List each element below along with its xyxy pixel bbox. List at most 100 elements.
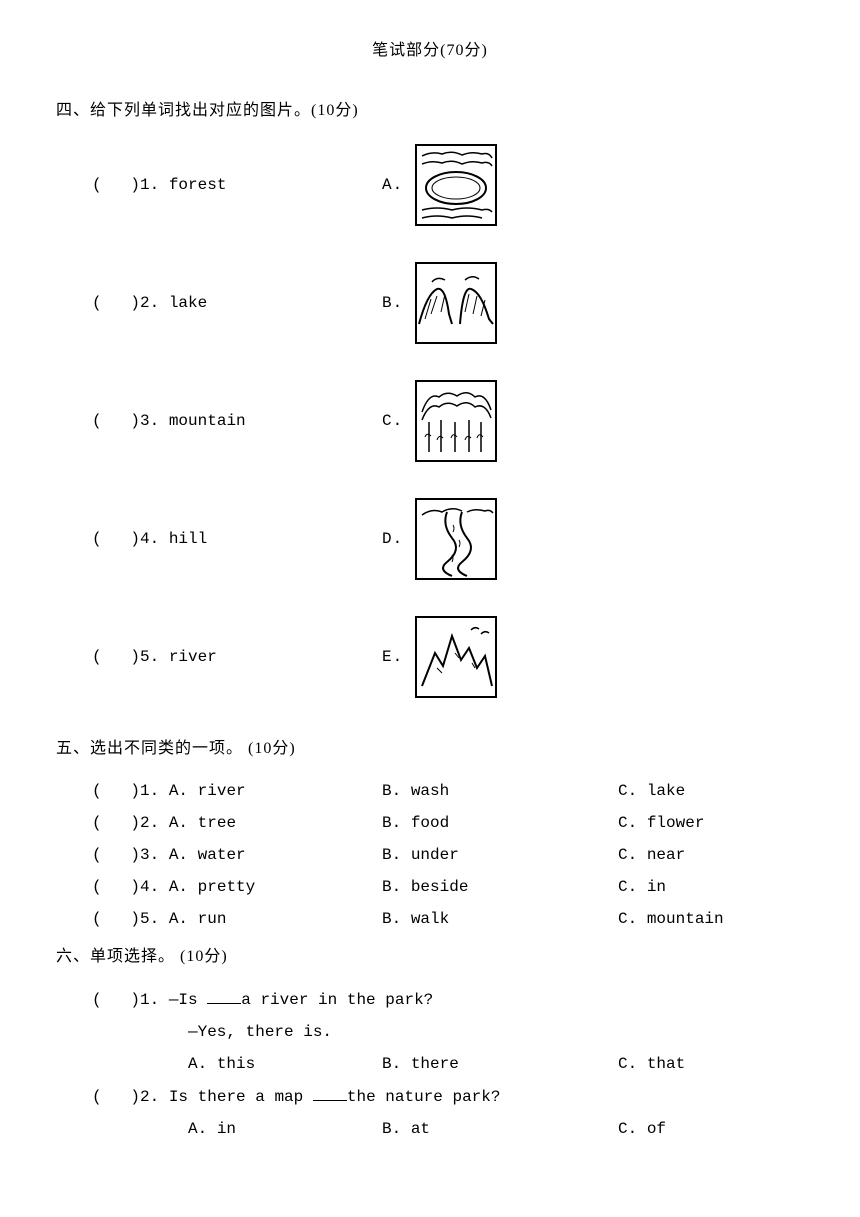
- item-number: 5: [140, 648, 150, 666]
- mc-item: ( )1. A. river: [92, 782, 382, 800]
- match-row: ( )3. mountain C.: [56, 380, 804, 462]
- mc-item: ( )2. A. tree: [92, 814, 382, 832]
- match-word: ( )3. mountain: [92, 412, 382, 430]
- option-b-col: B. there: [382, 1055, 618, 1073]
- option-b: food: [411, 814, 449, 832]
- option-c-col: C. that: [618, 1055, 778, 1073]
- option-b-col: B. food: [382, 814, 618, 832]
- item-number: 2: [140, 814, 150, 832]
- option-c: in: [647, 878, 666, 896]
- mc-item: ( )5. A. run: [92, 910, 382, 928]
- q-after: a river in the park?: [241, 991, 433, 1009]
- option-a: water: [198, 846, 246, 864]
- match-letter: D.: [382, 530, 403, 548]
- item-number: 4: [140, 530, 150, 548]
- fill-blank: [207, 990, 241, 1004]
- option-a: tree: [198, 814, 236, 832]
- option-a: this: [217, 1055, 255, 1073]
- match-word: ( )1. forest: [92, 176, 382, 194]
- q-before: —Is: [169, 991, 207, 1009]
- option-c: that: [647, 1055, 685, 1073]
- option-b: at: [411, 1120, 430, 1138]
- mc-row: ( )1. A. river B. wash C. lake: [56, 782, 804, 800]
- section6-header: 六、单项选择。 (10分): [56, 942, 804, 966]
- match-word: ( )4. hill: [92, 530, 382, 548]
- option-b-col: B. wash: [382, 782, 618, 800]
- option-a-col: A. this: [188, 1055, 382, 1073]
- option-b-col: B. walk: [382, 910, 618, 928]
- option-b-col: B. beside: [382, 878, 618, 896]
- option-b: beside: [411, 878, 469, 896]
- option-c-col: C. lake: [618, 782, 778, 800]
- option-a-col: A. in: [188, 1120, 382, 1138]
- letter-text: C: [382, 412, 393, 430]
- option-b-col: B. at: [382, 1120, 618, 1138]
- item-number: 3: [140, 846, 150, 864]
- q-after: the nature park?: [347, 1088, 501, 1106]
- match-row: ( )1. forest A.: [56, 144, 804, 226]
- option-b: walk: [411, 910, 449, 928]
- q6-options: A. this B. there C. that: [56, 1055, 804, 1073]
- lake-image: [415, 144, 497, 226]
- option-c-col: C. near: [618, 846, 778, 864]
- option-a: pretty: [198, 878, 256, 896]
- item-number: 3: [140, 412, 150, 430]
- option-c-col: C. flower: [618, 814, 778, 832]
- hill-image: [415, 262, 497, 344]
- option-c: of: [647, 1120, 666, 1138]
- option-a: river: [198, 782, 246, 800]
- item-number: 5: [140, 910, 150, 928]
- river-image: [415, 498, 497, 580]
- item-number: 2: [140, 294, 150, 312]
- word-text: forest: [169, 176, 227, 194]
- option-a: run: [198, 910, 227, 928]
- mc-row: ( )4. A. pretty B. beside C. in: [56, 878, 804, 896]
- section4-header: 四、给下列单词找出对应的图片。(10分): [56, 96, 804, 120]
- q6-options: A. in B. at C. of: [56, 1120, 804, 1138]
- word-text: lake: [169, 294, 207, 312]
- word-text: mountain: [169, 412, 246, 430]
- mc-row: ( )3. A. water B. under C. near: [56, 846, 804, 864]
- mc-row: ( )2. A. tree B. food C. flower: [56, 814, 804, 832]
- q6-question: ( )1. —Is a river in the park?: [56, 990, 804, 1009]
- match-row: ( )2. lake B.: [56, 262, 804, 344]
- match-row: ( )4. hill D.: [56, 498, 804, 580]
- option-c-col: C. mountain: [618, 910, 778, 928]
- letter-text: E: [382, 648, 393, 666]
- option-b: under: [411, 846, 459, 864]
- match-letter: A.: [382, 176, 403, 194]
- item-number: 1: [140, 176, 150, 194]
- mc-item: ( )4. A. pretty: [92, 878, 382, 896]
- option-c: mountain: [647, 910, 724, 928]
- match-letter: C.: [382, 412, 403, 430]
- option-c-col: C. of: [618, 1120, 778, 1138]
- page-title: 笔试部分(70分): [56, 36, 804, 60]
- q6-subline: —Yes, there is.: [56, 1023, 804, 1041]
- option-c: flower: [647, 814, 705, 832]
- option-b-col: B. under: [382, 846, 618, 864]
- q6-question: ( )2. Is there a map the nature park?: [56, 1087, 804, 1106]
- match-letter: E.: [382, 648, 403, 666]
- word-text: river: [169, 648, 217, 666]
- match-letter: B.: [382, 294, 403, 312]
- item-number: 1: [140, 991, 150, 1009]
- word-text: hill: [169, 530, 207, 548]
- mc-row: ( )5. A. run B. walk C. mountain: [56, 910, 804, 928]
- match-row: ( )5. river E.: [56, 616, 804, 698]
- mountain-image: [415, 616, 497, 698]
- forest-image: [415, 380, 497, 462]
- fill-blank: [313, 1087, 347, 1101]
- option-a: in: [217, 1120, 236, 1138]
- mc-item: ( )3. A. water: [92, 846, 382, 864]
- match-word: ( )5. river: [92, 648, 382, 666]
- option-c: lake: [647, 782, 685, 800]
- option-b: there: [411, 1055, 459, 1073]
- item-number: 1: [140, 782, 150, 800]
- letter-text: D: [382, 530, 393, 548]
- item-number: 2: [140, 1088, 150, 1106]
- section5-header: 五、选出不同类的一项。 (10分): [56, 734, 804, 758]
- option-c: near: [647, 846, 685, 864]
- option-c-col: C. in: [618, 878, 778, 896]
- item-number: 4: [140, 878, 150, 896]
- letter-text: B: [382, 294, 393, 312]
